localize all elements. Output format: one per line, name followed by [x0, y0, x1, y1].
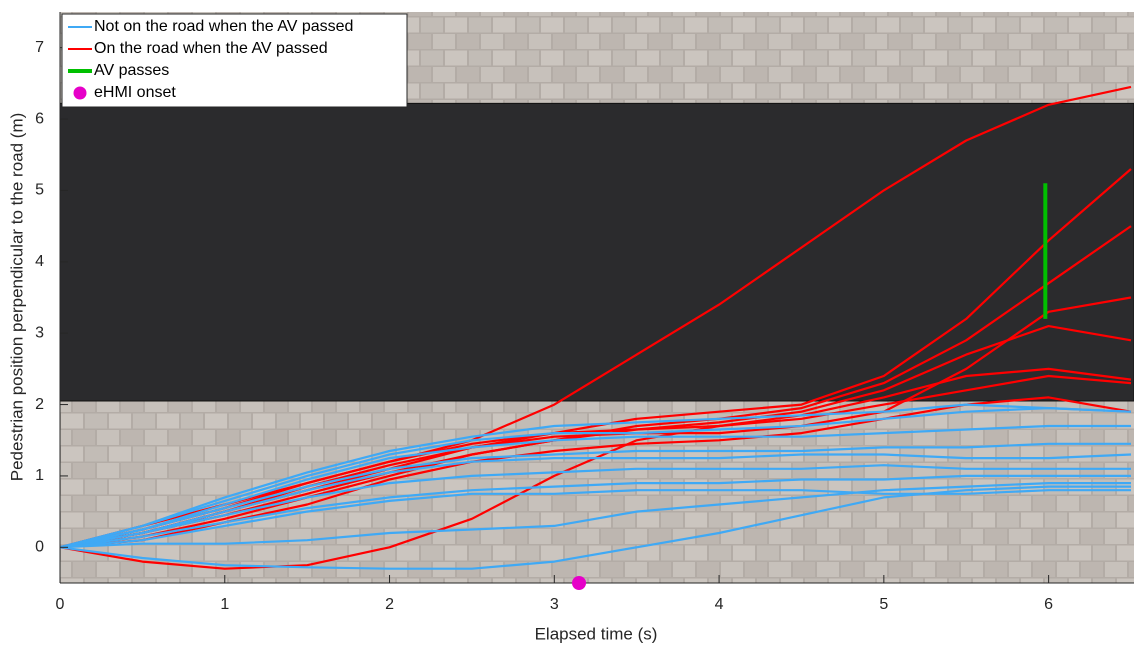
trajectory [60, 407, 1132, 549]
legend-label: On the road when the AV passed [94, 40, 328, 57]
x-tick-label: 4 [715, 596, 724, 613]
x-tick-label: 1 [220, 596, 229, 613]
plot-area [60, 85, 1132, 570]
ehmi-onset [572, 576, 587, 590]
y-tick-label: 6 [35, 110, 44, 127]
x-tick-label: 3 [550, 596, 559, 613]
legend-label: Not on the road when the AV passed [94, 18, 353, 35]
y-axis-label: Pedestrian position perpendicular to the… [7, 113, 26, 482]
trajectory [60, 474, 1131, 549]
x-tick-label: 2 [385, 596, 394, 613]
trajectory [60, 442, 1131, 549]
y-tick-label: 1 [35, 467, 44, 484]
trajectory [60, 485, 1131, 570]
y-tick-label: 4 [35, 253, 44, 270]
y-tick-label: 7 [35, 39, 44, 56]
trajectory [60, 424, 1131, 549]
y-tick-label: 3 [35, 324, 44, 341]
legend-swatch [73, 86, 87, 100]
legend: Not on the road when the AV passed On the… [61, 13, 408, 108]
x-axis-label: Elapsed time (s) [535, 624, 658, 643]
x-tick-label: 6 [1044, 596, 1053, 613]
legend-label: eHMI onset [94, 84, 176, 101]
y-tick-label: 2 [35, 396, 44, 413]
legend-label: AV passes [94, 62, 169, 79]
trajectory [60, 453, 1132, 549]
axes: 0 1 2 3 4 5 6 0 1 2 3 4 5 6 7 [35, 12, 1134, 613]
trajectory [60, 489, 1131, 549]
y-tick-label: 0 [35, 539, 44, 556]
background [59, 12, 1134, 583]
y-tick-label: 5 [35, 182, 44, 199]
x-tick-label: 0 [56, 596, 65, 613]
legend-box [61, 13, 408, 108]
x-tick-label: 5 [879, 596, 888, 613]
trajectory [60, 464, 1131, 549]
trajectory [60, 482, 1131, 549]
trajectory [60, 403, 1132, 549]
road [59, 102, 1134, 402]
